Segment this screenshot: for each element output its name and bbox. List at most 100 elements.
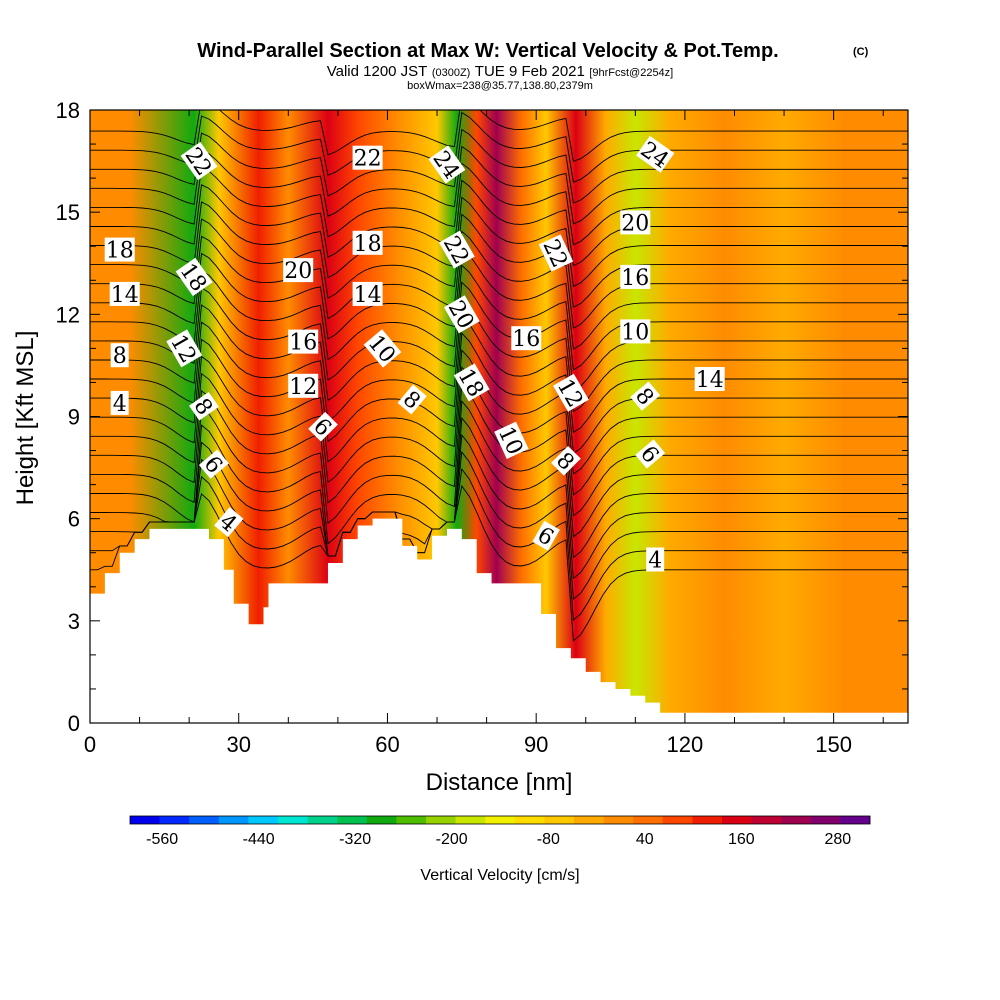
contour-label: 16 [288,329,319,356]
contour-label-box [630,381,661,411]
y-tick-label: 18 [56,98,80,123]
colorbar-swatch [366,816,397,824]
contour-label-box [532,520,560,551]
y-tick-label: 6 [68,507,80,532]
colorbar-tick-label: -560 [146,831,178,848]
colorbar-label: Vertical Velocity [cm/s] [420,867,579,884]
valid-utc: (0300Z) [432,67,471,79]
colorbar-swatch [633,816,664,824]
contour-label-box [363,329,402,368]
theta-contour-line [90,247,908,350]
contour-label-box [214,507,244,538]
colorbar-swatch [514,816,545,824]
contour-label-text: 4 [113,392,127,417]
contour-label-text: 16 [289,331,317,356]
contour-label: 20 [283,258,314,284]
chart-title: Wind-Parallel Section at Max W: Vertical… [197,40,778,62]
x-tick-label: 90 [524,732,548,757]
contour-label-box [352,281,383,306]
colorbar-swatch [248,816,279,824]
theta-contour-line [90,264,908,371]
x-tick-label: 150 [815,732,852,757]
colorbar-swatch [692,816,723,824]
contour-label-box [288,329,319,354]
box-info: boxWmax=238@35.77,138.80,2379m [407,80,593,92]
colorbar-swatch [189,816,220,824]
axes: 0 30 60 90 120 150 0 3 6 9 12 15 18 [56,98,908,757]
contour-label-text: 14 [354,283,382,308]
x-tick-label: 60 [375,732,399,757]
colorbar-swatch [781,816,812,824]
colorbar-swatch [337,816,368,824]
contour-label-box [646,547,665,572]
contour-label-text: 22 [354,147,382,172]
theta-contour-line [90,450,908,600]
contour-label-text: 20 [284,259,312,284]
colorbar-frame [129,815,871,825]
contour-label-box [198,449,229,479]
contour-label: 14 [352,281,383,308]
y-tick-label: 3 [68,609,80,634]
colorbar-swatch [544,816,575,824]
colorbar-swatch [130,816,160,824]
contour-label: 20 [620,210,651,236]
contour-label-text: 10 [621,320,649,345]
contour-label: 12 [288,373,319,400]
contour-label-box [553,373,589,412]
contour-label-text: 18 [354,232,382,257]
contour-label-text: 12 [289,375,317,400]
theta-contour-line [90,400,908,538]
x-tick-label: 0 [84,732,96,757]
contour-label-text: 14 [696,368,724,393]
valid-time-line: Valid 1200 JST (0300Z) TUE 9 Feb 2021 [9… [327,63,674,80]
colorbar-tick-label: -320 [339,831,371,848]
contour-label: 16 [620,264,651,291]
colorbar-tick-label: 160 [728,831,755,848]
theta-contour-line [90,111,908,183]
x-tick-label: 30 [226,732,250,757]
contour-label: 8 [110,343,129,369]
contour-label-text: 18 [106,239,134,264]
contour-label-box [494,421,529,459]
colorbar-tick-label: 280 [824,831,851,848]
contour-label-box [175,257,213,297]
contour-label: 18 [352,230,383,257]
contour-label-box [308,411,338,442]
contour-label-box [166,329,203,368]
colorbar-swatch [840,816,871,824]
theta-contour-line [90,383,908,517]
colorbar-swatch [485,816,516,824]
colorbar-tick-label: -80 [537,831,560,848]
contour-label-box [189,392,219,421]
contour-label-box [511,326,542,351]
theta-contour-line [90,213,908,309]
contour-label-box [104,237,135,262]
y-tick-label: 9 [68,405,80,430]
theta-contour-line [90,349,908,475]
theta-contour-line [90,128,908,204]
contour-label-text: 20 [621,211,649,236]
colorbar-swatch [278,816,308,824]
contour-label: 18 [104,237,135,264]
y-axis-label: Height [Kft MSL] [12,331,39,506]
colorbar-swatch [662,816,693,824]
terrain-mask [90,518,908,723]
x-tick-label: 120 [667,732,704,757]
contour-label-box [397,384,427,415]
contour-label-box [538,234,574,272]
contour-label-text: 14 [111,283,139,308]
contour-label: 16 [511,326,542,352]
contour-label-text: 4 [648,549,662,574]
colorbar-swatch [751,816,782,824]
contour-label-box [110,390,129,415]
contour-label-box [428,145,466,184]
colorbar-swatch [722,816,752,824]
contour-label-box [352,145,383,170]
valid-date: TUE 9 Feb 2021 [475,63,585,80]
y-tick-label: 0 [68,711,80,736]
colorbar: -560 -440 -320 -200 -80 40 160 280 [129,815,871,848]
colorbar-swatch [603,816,634,824]
copyright-mark: (C) [853,46,869,58]
x-axis-label: Distance [nm] [426,769,573,796]
